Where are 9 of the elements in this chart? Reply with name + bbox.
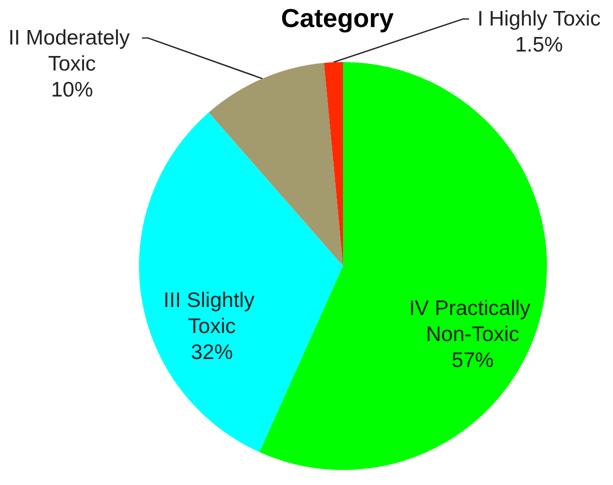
data-label: 1.5% [515,34,563,56]
slice-label: I Highly Toxic [477,8,601,30]
data-label: 32% [190,340,233,364]
data-label: 10% [50,78,94,102]
slice-label: IV Practically Non-Toxic [409,297,536,346]
slice-label: III Slightly Toxic [163,288,260,338]
chart-title: Category [281,3,394,33]
data-label: 57% [452,349,494,372]
slice-label: II Moderately Toxic [8,26,136,76]
